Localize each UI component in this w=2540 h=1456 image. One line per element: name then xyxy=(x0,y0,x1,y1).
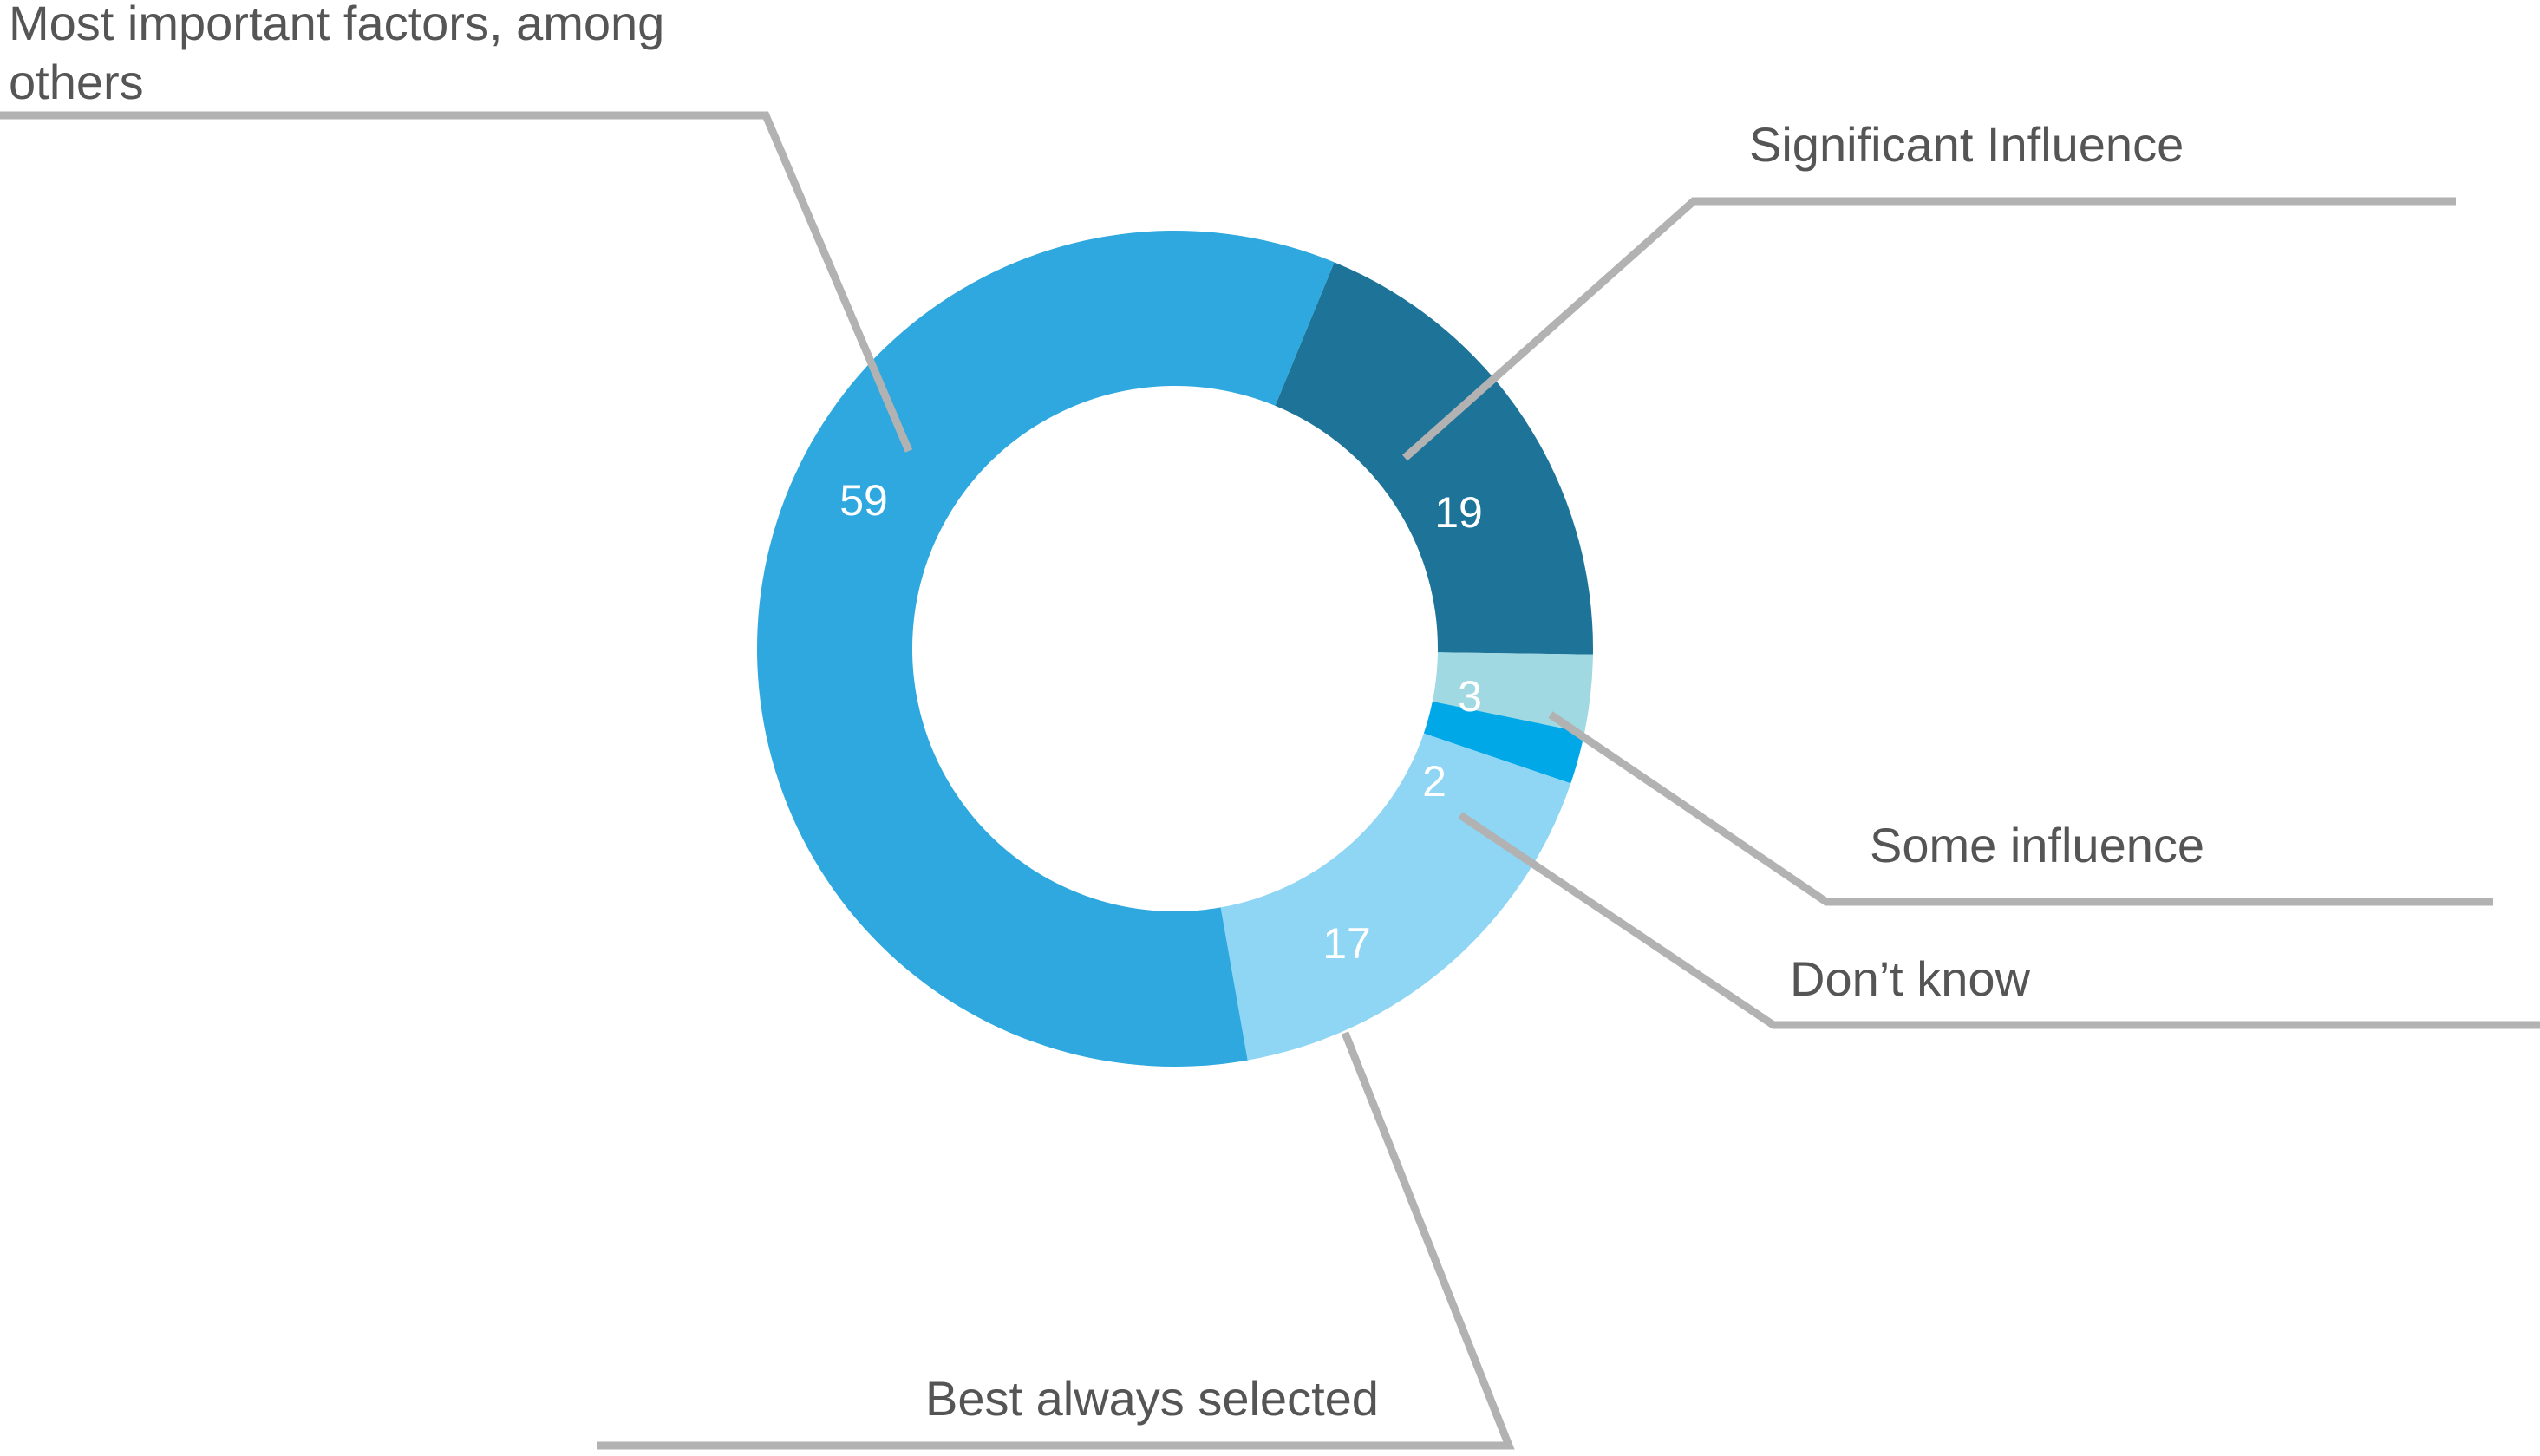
leader-line-significant xyxy=(1402,197,2456,461)
callout-label-significant: Significant Influence xyxy=(1749,117,2184,172)
callout-label-most-important-line1: Most important factors, among xyxy=(9,0,664,50)
callout-label-dont-know: Don’t know xyxy=(1790,951,2031,1006)
callout-label-some: Some influence xyxy=(1870,818,2204,872)
value-label-best: 17 xyxy=(1322,919,1371,968)
leader-line-most-important xyxy=(0,111,913,453)
value-label-some: 3 xyxy=(1458,672,1482,721)
leader-line-dont-know xyxy=(1458,812,2540,1029)
value-label-significant: 19 xyxy=(1434,488,1483,537)
slice-dont-know xyxy=(1423,701,1585,784)
slice-best xyxy=(1220,733,1571,1061)
slices-group xyxy=(757,231,1593,1067)
value-label-dont-know: 2 xyxy=(1422,757,1446,806)
value-label-most-important: 59 xyxy=(839,476,888,525)
slice-significant xyxy=(1275,262,1593,655)
callout-label-best: Best always selected xyxy=(925,1371,1379,1426)
leader-line-best xyxy=(597,1031,1515,1450)
leader-line-some xyxy=(1548,711,2493,906)
callout-label-most-important-line2: others xyxy=(9,55,144,109)
